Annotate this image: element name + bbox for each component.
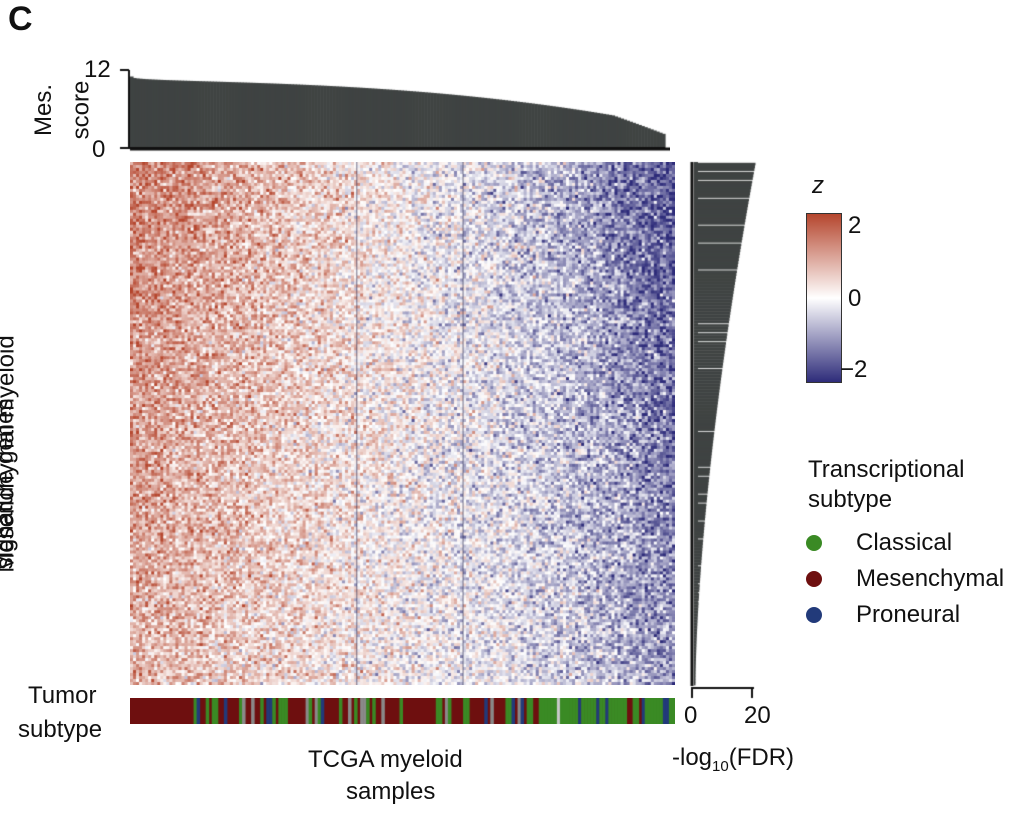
- legend-label-mesenchymal: Mesenchymal: [856, 565, 1005, 592]
- heatmap-xlabel-line1: TCGA myeloid: [308, 746, 463, 773]
- fdr-label-sub: 10: [712, 757, 729, 775]
- colorbar-tick-2: 2: [848, 212, 862, 239]
- legend-dot-mesenchymal: [806, 571, 822, 587]
- fdr-label-prefix: -log: [672, 744, 713, 771]
- panel-letter: C: [8, 0, 33, 38]
- mes-score-tick-0: 0: [92, 136, 106, 163]
- fdr-bars: [684, 158, 774, 718]
- legend-title-line2: subtype: [808, 486, 893, 513]
- legend-dot-proneural: [806, 607, 822, 623]
- colorbar: [806, 213, 842, 383]
- legend-title-line1: Transcriptional: [808, 456, 965, 483]
- tumor-subtype-label-line2: subtype: [18, 716, 103, 743]
- fdr-axis-label: -log10(FDR): [672, 744, 794, 775]
- mes-score-tick-12: 12: [84, 56, 111, 83]
- mes-score-label-line2: score: [67, 80, 95, 140]
- fdr-label-suffix: (FDR): [728, 744, 795, 771]
- fdr-tick-0: 0: [684, 702, 698, 729]
- tumor-subtype-label-line1: Tumor: [28, 682, 97, 709]
- heatmap-cells: [130, 162, 675, 685]
- fdr-tick-20: 20: [744, 702, 771, 729]
- mes-score-label-line1: Mes.: [30, 83, 58, 137]
- heatmap-ylabel-line2: signature genes: [0, 398, 19, 570]
- mes-score-bars: [110, 58, 670, 158]
- legend-dot-classical: [806, 535, 822, 551]
- tumor-subtype-strip: [130, 698, 675, 724]
- legend-label-classical: Classical: [856, 529, 953, 556]
- heatmap-xlabel-line2: samples: [346, 778, 436, 805]
- colorbar-tick-neg2: −2: [840, 356, 868, 383]
- legend-label-proneural: Proneural: [856, 601, 961, 628]
- colorbar-title: z: [812, 172, 824, 199]
- heatmap-y-axis-label: Mesenchymal myeloid signature genes: [0, 300, 96, 600]
- colorbar-tick-0: 0: [848, 285, 862, 312]
